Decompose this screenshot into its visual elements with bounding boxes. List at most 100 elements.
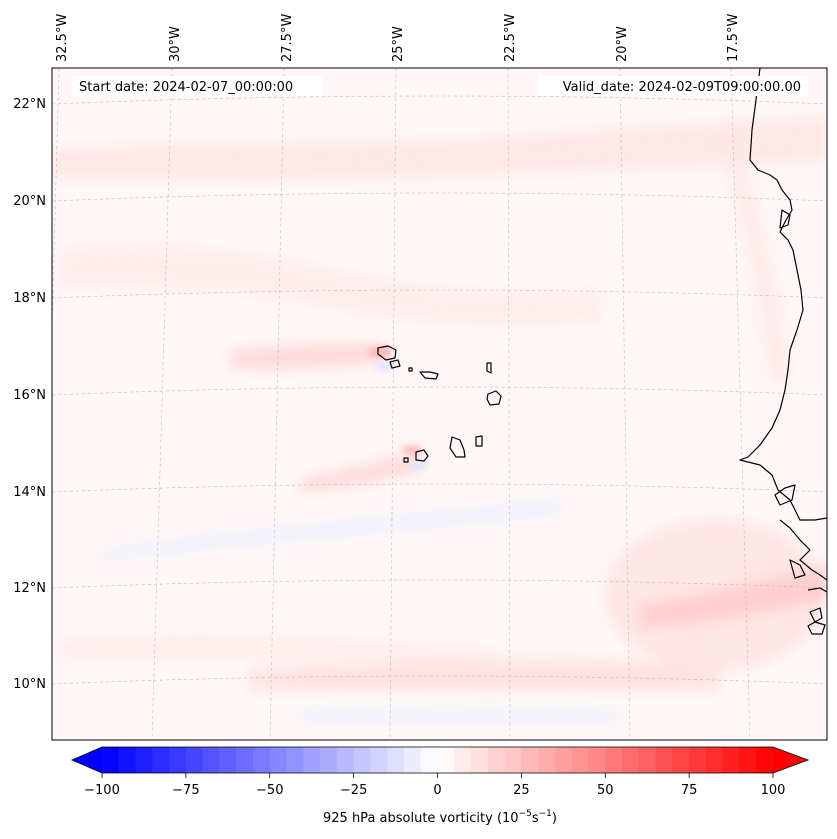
coastlines [377, 68, 827, 635]
meridian-30w [151, 68, 173, 740]
colorbar-swatch [521, 747, 539, 773]
island-fogo [415, 449, 429, 462]
map-frame [51, 67, 828, 741]
meridian-20w [619, 68, 631, 740]
colorbar-swatch [571, 747, 590, 773]
colorbar-swatch [152, 747, 170, 773]
colorbar-tick-label: −100 [84, 783, 120, 798]
colorbar-swatch [437, 747, 455, 773]
longitude-label: 27.5°W [280, 14, 295, 62]
colorbar-swatch [353, 747, 371, 773]
coast-detail-1 [774, 484, 796, 506]
vorticity-trough-north [375, 363, 395, 371]
colorbar-swatch [102, 747, 120, 773]
vorticity-band-north [52, 118, 827, 181]
colorbar-swatch [420, 747, 439, 773]
vorticity-peak-north [368, 346, 392, 358]
colorbar-ticks: −100 −75 −50 −25 0 25 50 75 100 [84, 773, 785, 798]
colorbar-swatch [756, 747, 774, 773]
colorbar-swatch [554, 747, 573, 773]
colorbar-swatch [135, 747, 153, 773]
colorbar-tick-label: 25 [513, 783, 530, 798]
colorbar-swatch [169, 747, 187, 773]
colorbar-swatch [303, 747, 321, 773]
colorbar-swatch [185, 747, 204, 773]
colorbar-swatch [672, 747, 690, 773]
colorbar-swatch [286, 747, 304, 773]
colorbar-swatch [538, 747, 556, 773]
longitude-label: 30°W [168, 26, 183, 62]
colorbar-tick-label: −50 [256, 783, 283, 798]
colorbar-tick-label: 75 [681, 783, 698, 798]
colorbar-tick-label: −25 [340, 783, 367, 798]
latitude-label: 16°N [13, 388, 46, 403]
meridian-32-5w [52, 68, 60, 331]
parallel-12n [52, 579, 827, 589]
island-sao-vicente [389, 359, 401, 369]
longitude-label: 25°W [391, 26, 406, 62]
latitude-label: 14°N [13, 485, 46, 500]
colorbar-swatch [202, 747, 221, 773]
colorbar-swatch [320, 747, 338, 773]
parallel-18n [52, 289, 827, 299]
latitude-label: 10°N [13, 677, 46, 692]
colorbar-tick-label: −75 [172, 783, 199, 798]
vorticity-peak-south [402, 445, 422, 455]
colorbar-swatch [236, 747, 254, 773]
valid-date-box [538, 76, 808, 96]
colorbar-extend-high [773, 747, 808, 773]
island-maio [475, 435, 483, 447]
map-panel: Start date: 2024-02-07_00:00:00 Valid_da… [51, 67, 828, 741]
island-sao-nicolau [419, 371, 439, 380]
colorbar-swatch [403, 747, 422, 773]
meridian-22-5w [507, 68, 511, 740]
island-brava [403, 457, 409, 463]
coast-detail-6 [807, 621, 826, 635]
longitude-label: 20°W [615, 26, 630, 62]
colorbar-title: 925 hPa absolute vorticity (10−5s−1) [323, 809, 557, 826]
valid-date-label: Valid_date: 2024-02-09T09:00:00.00 [563, 80, 801, 95]
colorbar-tick-label: 50 [597, 783, 614, 798]
vorticity-negative-streak [100, 500, 560, 560]
colorbar-swatch [739, 747, 757, 773]
colorbar-swatch [605, 747, 623, 773]
parallel-20n [52, 192, 827, 202]
vorticity-field [52, 118, 827, 722]
latitude-label: 12°N [13, 581, 46, 596]
latitude-axis: 22°N 20°N 18°N 16°N 14°N 12°N 10°N [13, 97, 46, 692]
africa-coastline [739, 68, 827, 521]
coast-detail-2 [779, 519, 827, 581]
colorbar-swatches [102, 747, 774, 773]
colorbar-extend-low [72, 747, 102, 773]
colorbar-swatch [370, 747, 388, 773]
parallel-14n [52, 483, 827, 493]
island-sal [486, 362, 492, 374]
longitude-label: 32.5°W [55, 14, 70, 62]
vorticity-east-strip [715, 120, 790, 380]
colorbar-swatch [705, 747, 724, 773]
longitude-axis: 32.5°W 30°W 27.5°W 25°W 22.5°W 20°W 17.5°W [55, 14, 741, 62]
colorbar-swatch [471, 747, 489, 773]
colorbar-swatch [638, 747, 657, 773]
latitude-label: 18°N [13, 291, 46, 306]
longitude-label: 17.5°W [726, 14, 741, 62]
vorticity-africa-jet [640, 565, 827, 628]
colorbar-swatch [622, 747, 640, 773]
coast-detail-3 [789, 559, 806, 579]
meridian-17-5w [730, 68, 751, 740]
meridian-27-5w [269, 68, 285, 740]
latitude-label: 20°N [13, 194, 46, 209]
colorbar-swatch [588, 747, 606, 773]
colorbar-swatch [252, 747, 271, 773]
colorbar-swatch [655, 747, 673, 773]
vorticity-streak-south-islands [300, 452, 422, 492]
meridian-25w [389, 68, 397, 740]
island-boa-vista [486, 390, 502, 406]
colorbar-swatch [722, 747, 741, 773]
colorbar-swatch [504, 747, 522, 773]
colorbar-swatch [387, 747, 405, 773]
parallel-10n [52, 675, 827, 685]
vorticity-south-band-2 [60, 635, 500, 665]
colorbar-swatch [454, 747, 472, 773]
vorticity-streak-north-islands [230, 342, 385, 370]
